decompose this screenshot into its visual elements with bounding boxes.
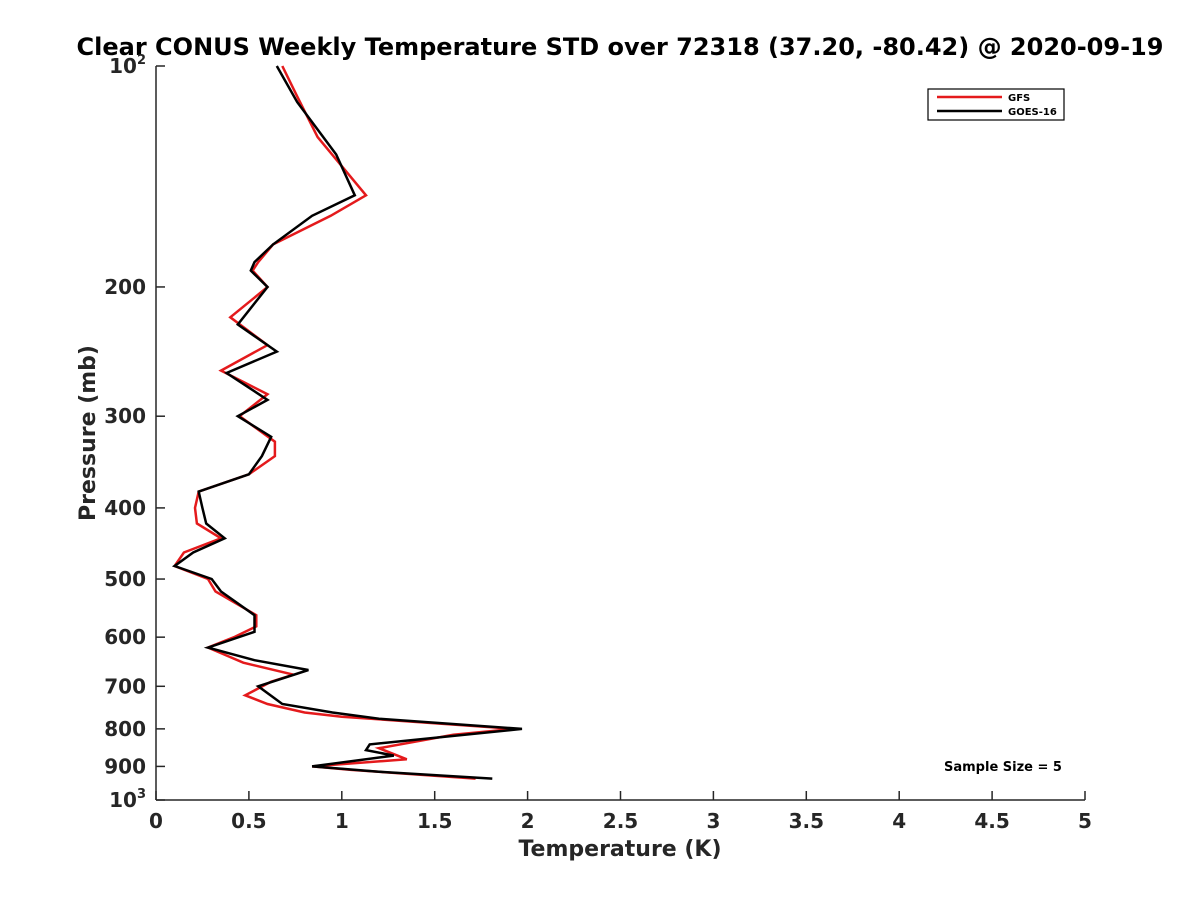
x-tick-label: 2 — [521, 809, 535, 833]
y-tick-label: 200 — [104, 275, 146, 299]
legend: GFS GOES-16 — [927, 88, 1065, 121]
x-ticks: 0 0.5 1 1.5 2 2.5 3 3.5 4 4.5 5 — [149, 791, 1092, 833]
x-tick-label: 2.5 — [603, 809, 638, 833]
y-tick-label: 102 — [109, 53, 146, 78]
y-tick-label: 500 — [104, 567, 146, 591]
y-tick-label: 600 — [104, 625, 146, 649]
y-tick-label: 400 — [104, 496, 146, 520]
x-tick-label: 3.5 — [789, 809, 824, 833]
x-tick-label: 4 — [892, 809, 906, 833]
y-ticks: 102 200 300 400 500 600 700 800 900 103 — [104, 53, 165, 812]
legend-label-goes-16: GOES-16 — [1008, 107, 1057, 118]
legend-label-gfs: GFS — [1008, 93, 1030, 104]
y-tick-label: 900 — [104, 754, 146, 778]
series-line-gfs — [172, 65, 515, 780]
chart-title: Clear CONUS Weekly Temperature STD over … — [77, 33, 1164, 61]
x-tick-label: 1 — [335, 809, 349, 833]
x-tick-label: 0.5 — [231, 809, 266, 833]
legend-box — [927, 88, 1065, 121]
x-axis-label: Temperature (K) — [518, 837, 721, 862]
y-tick-label: 700 — [104, 674, 146, 698]
x-tick-label: 3 — [706, 809, 720, 833]
y-tick-label: 800 — [104, 717, 146, 741]
x-tick-label: 1.5 — [417, 809, 452, 833]
x-tick-label: 4.5 — [974, 809, 1009, 833]
series-line-goes-16 — [171, 65, 523, 780]
y-axis-label: Pressure (mb) — [76, 345, 101, 521]
sample-size-annotation: Sample Size = 5 — [944, 760, 1062, 775]
x-tick-label: 0 — [149, 809, 163, 833]
x-tick-label: 5 — [1078, 809, 1092, 833]
y-tick-label: 103 — [109, 787, 146, 812]
series-group — [171, 65, 523, 780]
y-tick-label: 300 — [104, 404, 146, 428]
